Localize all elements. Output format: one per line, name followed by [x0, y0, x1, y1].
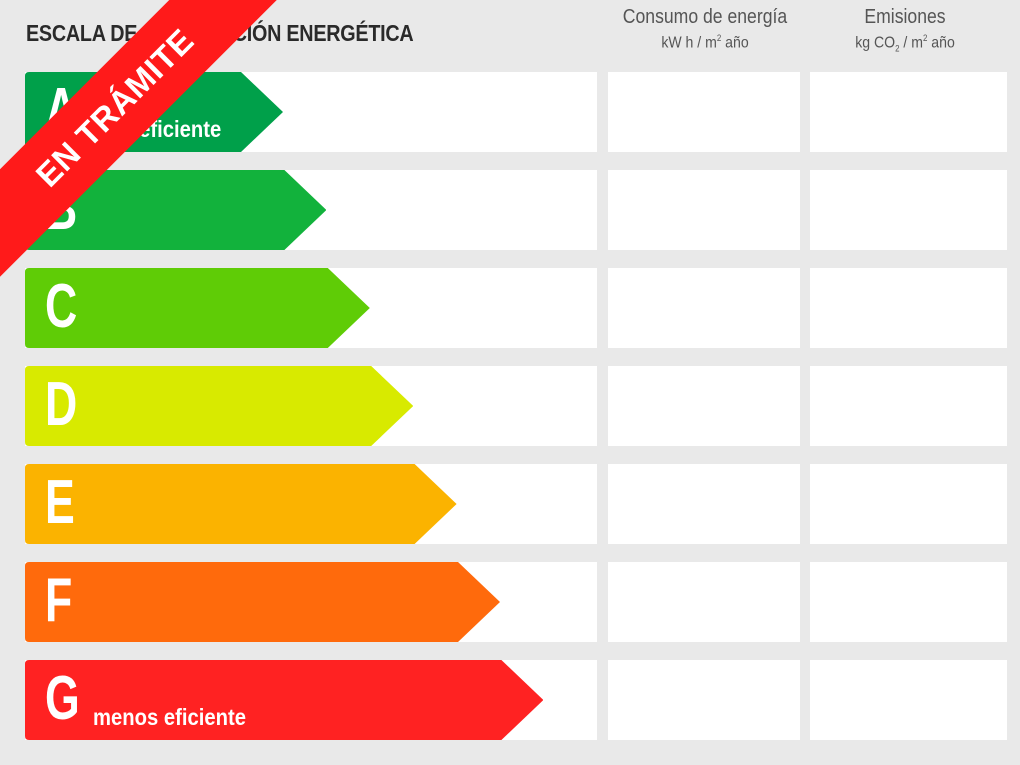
- rating-row-g: G menos eficiente: [0, 660, 1020, 740]
- rating-letter: D: [45, 370, 78, 439]
- consumo-value-cell: [608, 660, 800, 740]
- consumo-value-cell: [608, 170, 800, 250]
- rating-arrow-f: F: [25, 562, 500, 642]
- rating-row-e: E: [0, 464, 1020, 544]
- emisiones-value-cell: [810, 268, 1007, 348]
- rating-arrow-g: G menos eficiente: [25, 660, 544, 740]
- consumo-value-cell: [608, 464, 800, 544]
- rating-arrow-e: E: [25, 464, 457, 544]
- rating-letter: C: [45, 272, 78, 341]
- rating-row-f: F: [0, 562, 1020, 642]
- consumo-unit: kW h / m2 año: [661, 33, 749, 52]
- emisiones-value-cell: [810, 464, 1007, 544]
- consumo-value-cell: [608, 72, 800, 152]
- emisiones-label: Emisiones: [864, 6, 946, 28]
- emisiones-value-cell: [810, 366, 1007, 446]
- rating-letter: G: [45, 664, 80, 733]
- consumo-header: Consumo de energía kW h / m2 año: [600, 6, 810, 52]
- rating-arrow-d: D: [25, 366, 414, 446]
- consumo-value-cell: [608, 268, 800, 348]
- emisiones-unit: kg CO2 / m2 año: [855, 33, 955, 54]
- emisiones-value-cell: [810, 660, 1007, 740]
- rating-arrow-c: C: [25, 268, 370, 348]
- rating-row-c: C: [0, 268, 1020, 348]
- emisiones-value-cell: [810, 170, 1007, 250]
- consumo-value-cell: [608, 366, 800, 446]
- emisiones-value-cell: [810, 562, 1007, 642]
- rating-letter: F: [45, 566, 73, 635]
- consumo-label: Consumo de energía: [622, 6, 788, 28]
- rating-label: menos eficiente: [93, 704, 246, 730]
- rating-letter: E: [45, 468, 75, 537]
- consumo-value-cell: [608, 562, 800, 642]
- rating-row-d: D: [0, 366, 1020, 446]
- rating-row-b: B: [0, 170, 1020, 250]
- emisiones-header: Emisiones kg CO2 / m2 año: [805, 6, 1005, 54]
- emisiones-value-cell: [810, 72, 1007, 152]
